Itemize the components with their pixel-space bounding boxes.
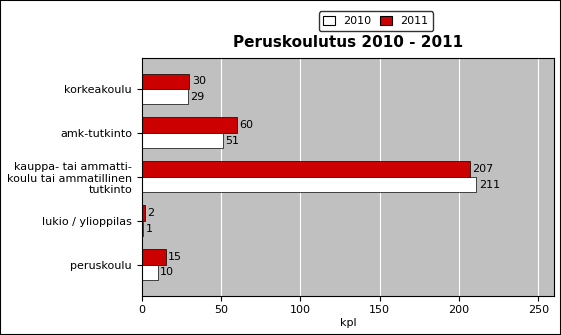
Text: 30: 30 — [192, 76, 206, 86]
Bar — [142, 133, 223, 148]
Text: 10: 10 — [160, 267, 174, 277]
Bar — [142, 205, 145, 221]
Bar — [142, 177, 476, 192]
Text: 2: 2 — [148, 208, 154, 218]
Text: 211: 211 — [479, 180, 500, 190]
Bar — [142, 73, 190, 89]
Bar — [142, 221, 144, 236]
Text: 60: 60 — [240, 120, 254, 130]
Text: 207: 207 — [472, 164, 494, 174]
Text: 15: 15 — [168, 252, 182, 262]
Title: Peruskoulutus 2010 - 2011: Peruskoulutus 2010 - 2011 — [233, 35, 463, 50]
Bar — [142, 161, 470, 177]
Text: 29: 29 — [190, 91, 204, 102]
Bar — [142, 265, 158, 280]
Text: 1: 1 — [146, 223, 153, 233]
Legend: 2010, 2011: 2010, 2011 — [319, 11, 433, 31]
X-axis label: kpl: kpl — [339, 318, 356, 328]
Bar — [142, 118, 237, 133]
Text: 51: 51 — [225, 136, 239, 146]
Bar — [142, 249, 165, 265]
Bar — [142, 89, 188, 104]
